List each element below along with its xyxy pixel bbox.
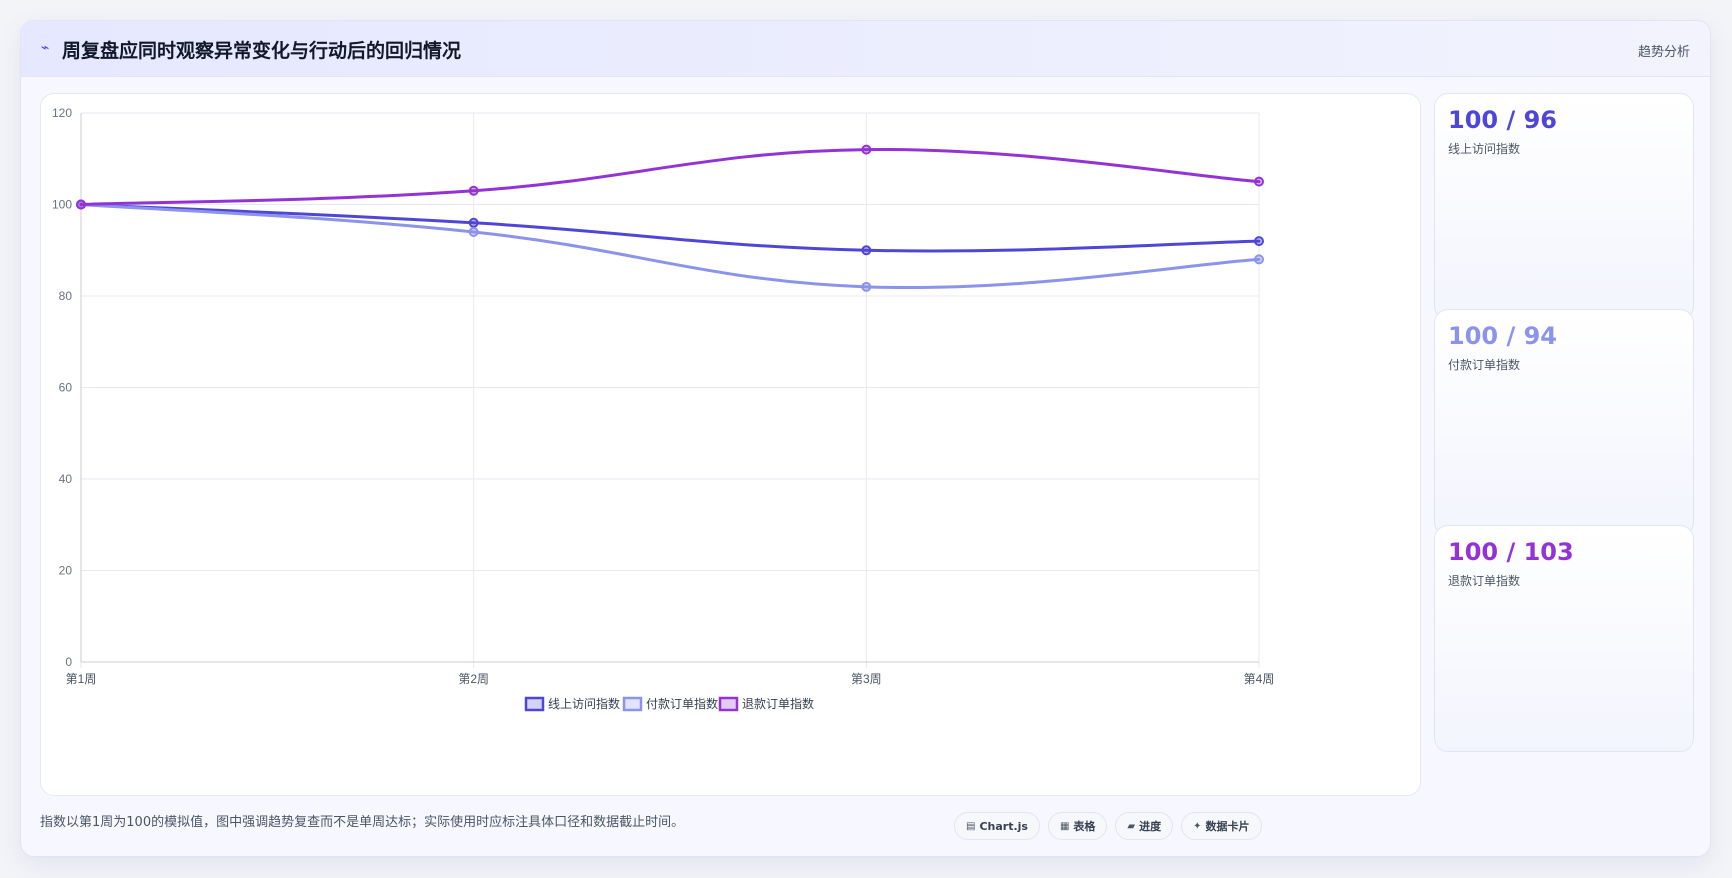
legend-swatch <box>524 696 545 712</box>
data-point <box>468 226 479 237</box>
stat-card-refund-orders: 100 / 103 退款订单指数 <box>1434 525 1694 752</box>
card-title: 周复盘应同时观察异常变化与行动后的回归情况 <box>62 40 462 62</box>
series-line <box>79 203 1261 253</box>
data-point <box>1254 236 1264 247</box>
data-point <box>468 185 479 196</box>
tag-table[interactable]: ▦ 表格 <box>1047 812 1108 840</box>
y-tick-label: 40 <box>59 472 73 486</box>
x-tick-label: 第3周 <box>851 672 882 686</box>
card-header: ⌁ 周复盘应同时观察异常变化与行动后的回归情况 趋势分析 <box>21 21 1710 77</box>
x-tick-label: 第4周 <box>1244 672 1275 686</box>
stat-value: 100 / 103 <box>1448 538 1574 566</box>
tag-data-card[interactable]: ✦ 数据卡片 <box>1181 812 1262 840</box>
y-tick-label: 80 <box>59 289 73 303</box>
x-tick-label: 第2周 <box>458 672 489 686</box>
tag-list: ▤ Chart.js ▦ 表格 ▰ 进度 ✦ 数据卡片 <box>954 812 1262 840</box>
trend-analysis-label: 趋势分析 <box>1637 45 1690 60</box>
stat-card-visits: 100 / 96 线上访问指数 <box>1434 93 1694 320</box>
data-point <box>861 245 872 256</box>
chart-panel: 0 20 40 60 80 100 120 第1周 第2周 第3周 第4周线上访问指数 付款订单指数 退… <box>40 93 1421 796</box>
stat-value: 100 / 94 <box>1448 322 1557 350</box>
data-point <box>1254 254 1264 265</box>
chart-icon: ▤ <box>966 820 976 832</box>
legend-label: 退款订单指数 <box>742 696 814 711</box>
tag-label: 进度 <box>1139 820 1162 833</box>
tag-progress[interactable]: ▰ 进度 <box>1115 812 1174 840</box>
data-point <box>76 199 86 210</box>
legend-swatch <box>718 696 739 712</box>
y-tick-label: 100 <box>52 198 72 212</box>
progress-icon: ▰ <box>1127 820 1136 832</box>
data-point <box>1254 176 1264 187</box>
y-tick-label: 60 <box>59 381 73 395</box>
legend-label: 付款订单指数 <box>646 696 718 711</box>
y-tick-label: 120 <box>52 106 72 120</box>
tag-chartjs[interactable]: ▤ Chart.js <box>954 812 1040 840</box>
data-point <box>861 144 872 155</box>
legend-swatch <box>622 696 643 712</box>
table-icon: ▦ <box>1059 820 1070 832</box>
data-point <box>861 281 872 292</box>
series-line <box>79 203 1261 290</box>
data-point <box>468 217 479 228</box>
y-tick-label: 20 <box>59 564 73 578</box>
trend-line-icon: ⌁ <box>41 40 50 56</box>
legend-label: 线上访问指数 <box>548 696 620 711</box>
stat-value: 100 / 96 <box>1448 106 1557 134</box>
stat-label: 退款订单指数 <box>1448 574 1521 588</box>
footnote: 指数以第1周为100的模拟值，图中强调趋势复查而不是单周达标；实际使用时应标注具… <box>40 815 685 830</box>
stat-card-paid-orders: 100 / 94 付款订单指数 <box>1434 309 1694 536</box>
sparkle-icon: ✦ <box>1193 820 1202 832</box>
y-tick-label: 0 <box>65 655 72 669</box>
x-tick-label: 第1周 <box>66 672 97 686</box>
tag-label: Chart.js <box>979 819 1028 833</box>
tag-label: 表格 <box>1073 820 1096 833</box>
tag-label: 数据卡片 <box>1205 820 1250 833</box>
series-line <box>79 148 1261 206</box>
trend-card: ⌁ 周复盘应同时观察异常变化与行动后的回归情况 趋势分析 0 20 40 60 80 10… <box>20 20 1711 857</box>
stat-label: 线上访问指数 <box>1448 142 1521 156</box>
stat-label: 付款订单指数 <box>1448 358 1521 372</box>
